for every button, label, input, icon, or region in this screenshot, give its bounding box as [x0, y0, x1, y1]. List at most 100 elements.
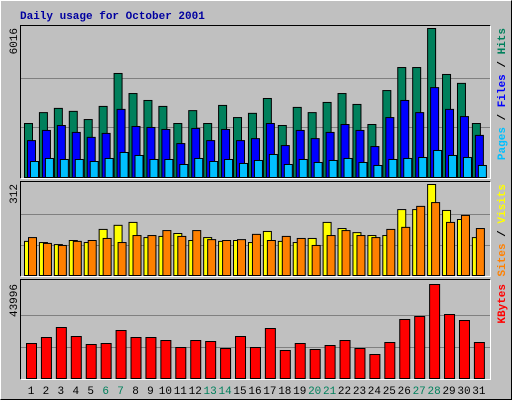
bar	[249, 347, 261, 379]
bar	[70, 336, 82, 379]
bar	[358, 161, 368, 179]
bar	[458, 320, 470, 380]
bar	[444, 314, 456, 380]
x-tick-label: 10	[159, 386, 172, 398]
bar	[89, 161, 99, 179]
bar	[384, 342, 396, 379]
x-tick-label: 14	[218, 386, 232, 398]
legend-entry: Visits	[497, 184, 509, 224]
bar	[40, 337, 52, 379]
frame	[20, 25, 491, 179]
bar	[429, 284, 441, 379]
bar	[117, 242, 127, 277]
bar	[414, 316, 426, 380]
bar	[268, 153, 278, 179]
bar	[239, 162, 249, 179]
bar	[446, 221, 456, 277]
bar	[235, 336, 247, 379]
frame	[20, 279, 491, 380]
bar	[433, 149, 443, 179]
x-tick-label: 23	[353, 386, 366, 398]
bar	[281, 235, 291, 277]
bar	[416, 205, 426, 276]
bar	[313, 161, 323, 179]
x-tick-label: 19	[293, 386, 306, 398]
bar	[175, 347, 187, 379]
bar	[251, 233, 261, 276]
bar	[72, 240, 82, 276]
bar	[296, 237, 306, 276]
x-tick-label: 27	[413, 386, 426, 398]
bar	[388, 158, 398, 179]
frame	[20, 181, 491, 277]
legend-entry: KBytes	[497, 284, 509, 324]
bar	[164, 158, 174, 179]
bar	[179, 163, 189, 179]
bar	[418, 156, 428, 179]
bar	[328, 159, 338, 179]
frame	[20, 181, 491, 277]
bar	[237, 239, 247, 276]
bar	[44, 157, 54, 179]
bar	[87, 240, 97, 276]
x-tick-label: 29	[442, 386, 455, 398]
x-tick-label: 1	[28, 386, 35, 398]
bar	[311, 244, 321, 276]
bar	[473, 342, 485, 379]
legend-entry: Sites	[497, 243, 509, 276]
bar	[264, 328, 276, 379]
bar	[119, 151, 129, 179]
bar	[42, 242, 52, 277]
bar	[194, 157, 204, 179]
bar	[55, 327, 67, 379]
bar	[30, 161, 39, 179]
bar	[104, 157, 114, 179]
bar	[220, 348, 232, 379]
bar	[28, 237, 37, 276]
bar	[294, 343, 306, 379]
bar	[160, 340, 172, 379]
bar	[26, 343, 37, 379]
bar	[149, 158, 159, 179]
bar	[341, 230, 351, 276]
x-tick-label: 22	[338, 386, 351, 398]
x-tick-label: 6	[102, 386, 109, 398]
x-tick-label: 12	[189, 386, 202, 398]
bar	[401, 226, 411, 276]
bar	[253, 159, 263, 179]
legend-separator: /	[497, 224, 509, 244]
x-tick-label: 17	[263, 386, 276, 398]
bar	[134, 154, 144, 179]
y-tick-label: 312	[9, 184, 21, 204]
bar	[132, 235, 142, 277]
bar	[283, 163, 293, 179]
bar	[130, 337, 142, 379]
bar	[371, 237, 381, 276]
chart-title: Daily usage for October 2001	[20, 11, 205, 23]
x-tick-label: 20	[308, 386, 321, 398]
x-tick-label: 30	[457, 386, 470, 398]
x-tick-label: 4	[72, 386, 79, 398]
legend-entry: Hits	[497, 28, 509, 54]
bar	[309, 349, 321, 379]
y-tick-label: 6016	[9, 28, 21, 54]
bar	[326, 235, 336, 277]
bar	[100, 343, 112, 379]
bar	[386, 228, 396, 277]
bar	[373, 164, 383, 179]
bar	[339, 340, 351, 379]
frame	[20, 25, 491, 179]
frame	[20, 279, 491, 380]
x-tick-label: 26	[398, 386, 411, 398]
bar	[266, 240, 276, 276]
x-tick-label: 28	[428, 386, 441, 398]
bar	[448, 154, 458, 179]
bar	[74, 158, 84, 179]
bar	[145, 337, 157, 379]
bar	[399, 319, 411, 380]
bar	[85, 344, 97, 379]
x-tick-label: 18	[278, 386, 291, 398]
bar	[369, 354, 381, 379]
legend-separator: /	[497, 54, 509, 74]
legend-entry: Pages	[497, 127, 509, 160]
